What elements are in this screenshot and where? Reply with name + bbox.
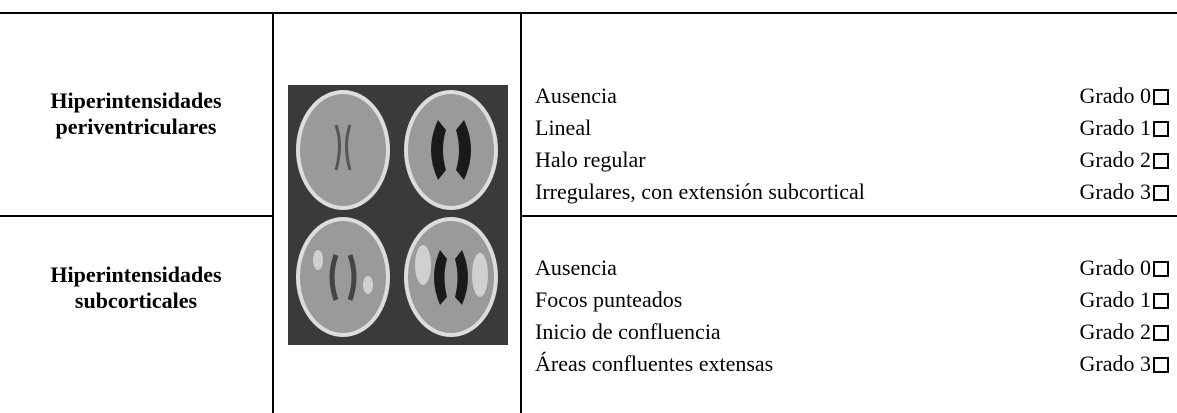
item-text: Lineal <box>535 115 592 140</box>
top-border <box>0 12 1177 14</box>
row-label: Hiperintensidades <box>50 88 222 113</box>
checkbox <box>1153 185 1169 201</box>
item-text: Áreas confluentes extensas <box>535 351 774 376</box>
checkbox <box>1153 325 1169 341</box>
row-divider <box>0 215 272 217</box>
column-divider <box>272 12 274 413</box>
checkbox <box>1153 153 1169 169</box>
row-label: subcorticales <box>74 288 198 313</box>
row-label: Hiperintensidades <box>50 262 222 287</box>
checkbox <box>1153 89 1169 105</box>
item-text: Ausencia <box>535 255 617 280</box>
item-text: Irregulares, con extensión subcortical <box>535 179 865 204</box>
grade-label: Grado 0 <box>1079 83 1151 108</box>
grade-label: Grado 1 <box>1079 287 1151 312</box>
item-text: Halo regular <box>535 147 646 172</box>
checkbox <box>1153 293 1169 309</box>
item-text: Ausencia <box>535 83 617 108</box>
grade-label: Grado 2 <box>1079 147 1151 172</box>
item-text: Focos punteados <box>535 287 683 312</box>
checkbox <box>1153 121 1169 137</box>
grade-label: Grado 3 <box>1079 351 1151 376</box>
grade-label: Grado 3 <box>1079 179 1151 204</box>
checkbox <box>1153 357 1169 373</box>
mri-image <box>288 85 508 345</box>
item-text: Inicio de confluencia <box>535 319 721 344</box>
row-label: periventriculares <box>55 114 217 139</box>
checkbox <box>1153 261 1169 277</box>
column-divider <box>520 12 522 413</box>
row-divider <box>520 215 1177 217</box>
grade-label: Grado 2 <box>1079 319 1151 344</box>
grade-label: Grado 1 <box>1079 115 1151 140</box>
grade-label: Grado 0 <box>1079 255 1151 280</box>
